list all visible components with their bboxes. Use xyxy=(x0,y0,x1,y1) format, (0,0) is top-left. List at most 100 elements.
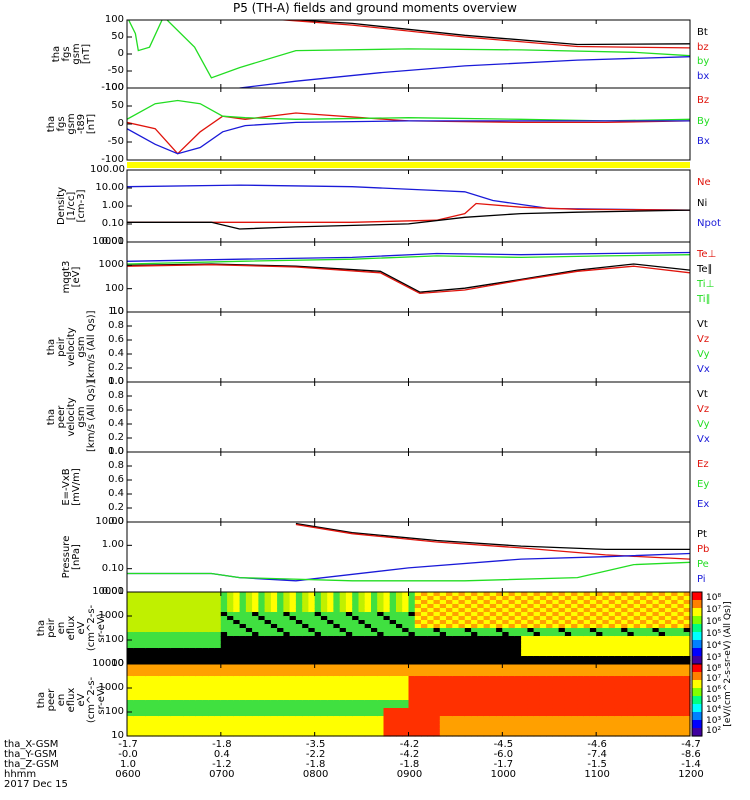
y-tick-label: 0.8 xyxy=(108,320,124,331)
y-axis-label-line: [nPa] xyxy=(71,544,82,570)
x-tick-label: -4.7 xyxy=(681,739,701,750)
y-tick-label: 100 xyxy=(104,706,124,717)
y-tick-label: 10 xyxy=(111,658,124,669)
y-tick-label: 1.0 xyxy=(108,376,124,387)
y-axis-label-line: [mV/m] xyxy=(71,468,82,506)
panel-density xyxy=(126,169,691,243)
y-tick-label: 50 xyxy=(111,31,124,42)
x-tick-label: -8.6 xyxy=(681,749,701,760)
colorbar-tick: 10⁷ xyxy=(706,605,722,615)
series-line-Te∥ xyxy=(127,263,690,293)
y-tick-label: 100 xyxy=(104,634,124,645)
y-axis-label-line: sr-eV) xyxy=(96,613,107,643)
x-tick-label: -1.5 xyxy=(587,759,607,770)
panel-peer_velocity xyxy=(126,381,691,453)
y-tick-label: 0.2 xyxy=(108,432,124,443)
y-tick-label: 0.8 xyxy=(108,390,124,401)
y-tick-label: -50 xyxy=(107,136,124,147)
series-line-Npot xyxy=(127,184,690,211)
colorbar-tick: 10⁶ xyxy=(706,617,722,627)
legend-entry: Pb xyxy=(697,544,710,555)
y-tick-label: 10.00 xyxy=(95,516,124,527)
y-tick-label: 1000 xyxy=(98,610,124,621)
colorbar-label: [eV/(cm^2-s-sr-eV) (All Qs)] xyxy=(723,601,733,727)
y-axis-label: Pressure [nPa] xyxy=(61,522,82,592)
y-tick-label: 0.01 xyxy=(101,236,124,247)
series-line-Pb xyxy=(295,523,690,560)
colorbar-tick: 10⁸ xyxy=(706,593,722,603)
x-axis-row-label: tha_Z-GSM xyxy=(4,759,59,770)
legend-entry: by xyxy=(697,56,710,67)
panel-frame xyxy=(126,381,691,453)
legend-entry: Vx xyxy=(697,364,710,375)
legend-entry: Ez xyxy=(697,459,709,470)
colorbar-tick: 10³ xyxy=(706,653,722,663)
series-line-bz xyxy=(276,20,690,49)
y-axis-label-line: [nT] xyxy=(81,43,92,65)
y-tick-label: 0.0 xyxy=(108,376,124,387)
colorbar-tick: 10³ xyxy=(706,715,722,726)
x-tick-label: -1.4 xyxy=(681,759,701,770)
panel-frame xyxy=(126,451,691,523)
panel-frame xyxy=(126,241,691,313)
colorbar-tick: 10⁶ xyxy=(706,684,722,695)
series-line-Bx xyxy=(127,120,690,155)
x-tick-label: -4.5 xyxy=(493,739,514,750)
x-tick-label: 1.0 xyxy=(120,759,136,770)
colorbar xyxy=(691,663,703,737)
y-tick-label: 10000 xyxy=(92,658,124,669)
legend-entry: Bz xyxy=(697,95,710,106)
y-tick-label: 1.00 xyxy=(101,539,124,551)
y-axis-label-line: [km/s (All Qs)] xyxy=(86,310,97,382)
x-tick-label: -1.7 xyxy=(118,739,138,750)
y-tick-label: 1000 xyxy=(98,682,124,693)
series-line-Ni xyxy=(127,209,690,230)
y-tick-label: 0.4 xyxy=(108,488,124,499)
x-tick-label: 1000 xyxy=(490,769,517,780)
legend-entry: Vx xyxy=(697,434,710,445)
legend-entry: Ey xyxy=(697,479,710,490)
x-axis-row-label: tha_Y-GSM xyxy=(4,749,58,760)
series-line-By xyxy=(127,99,690,122)
legend-entry: Vy xyxy=(697,349,710,360)
y-tick-label: 1.0 xyxy=(108,306,124,317)
status-bar xyxy=(127,162,690,168)
y-tick-label: -100 xyxy=(101,154,124,165)
x-tick-label: -1.7 xyxy=(493,759,514,770)
y-axis-label: tha peer velocity gsm [km/s (All Qs)] xyxy=(46,380,97,452)
legend-entry: Vz xyxy=(697,404,710,415)
series-line-Bt xyxy=(285,20,690,46)
x-axis-row-label: 2017 Dec 15 xyxy=(4,779,68,790)
x-tick-label: 0600 xyxy=(115,769,141,780)
x-axis-row-label: tha_X-GSM xyxy=(4,739,59,750)
legend-entry: Pi xyxy=(697,574,706,585)
plot-title: P5 (TH-A) fields and ground moments over… xyxy=(233,1,517,15)
series-line-Pi xyxy=(127,552,690,582)
legend-entry: Pt xyxy=(697,529,707,540)
colorbar-tick: 10⁵ xyxy=(706,695,722,705)
y-tick-label: 10 xyxy=(111,730,124,741)
x-tick-label: -7.4 xyxy=(587,749,607,760)
y-tick-label: 0.01 xyxy=(101,586,124,597)
legend-entry: By xyxy=(697,115,710,127)
y-tick-label: -50 xyxy=(107,65,124,76)
y-tick-label: 0.6 xyxy=(108,334,124,345)
y-axis-label-line: [nT] xyxy=(86,113,97,135)
y-tick-label: 0.10 xyxy=(101,218,124,229)
colorbar xyxy=(691,591,703,665)
heatmap-cells xyxy=(127,664,691,737)
y-axis-label: tha fgs gsm -t89 [nT] xyxy=(46,88,97,160)
panel-temperature xyxy=(126,241,691,313)
x-tick-label: -1.2 xyxy=(212,759,232,770)
y-tick-label: 1.0 xyxy=(108,446,124,457)
y-axis-label: tha peer en eflux eV (cm^2-s-sr-eV) xyxy=(36,664,107,736)
y-tick-label: 1.00 xyxy=(101,200,124,211)
y-tick-label: 50 xyxy=(111,100,124,111)
y-tick-label: 1000 xyxy=(98,259,124,271)
x-tick-label: -6.0 xyxy=(493,749,514,760)
legend-entry: Pe xyxy=(697,559,709,570)
colorbar-tick: 10⁵ xyxy=(706,629,722,639)
series-line-Bz xyxy=(127,112,690,155)
